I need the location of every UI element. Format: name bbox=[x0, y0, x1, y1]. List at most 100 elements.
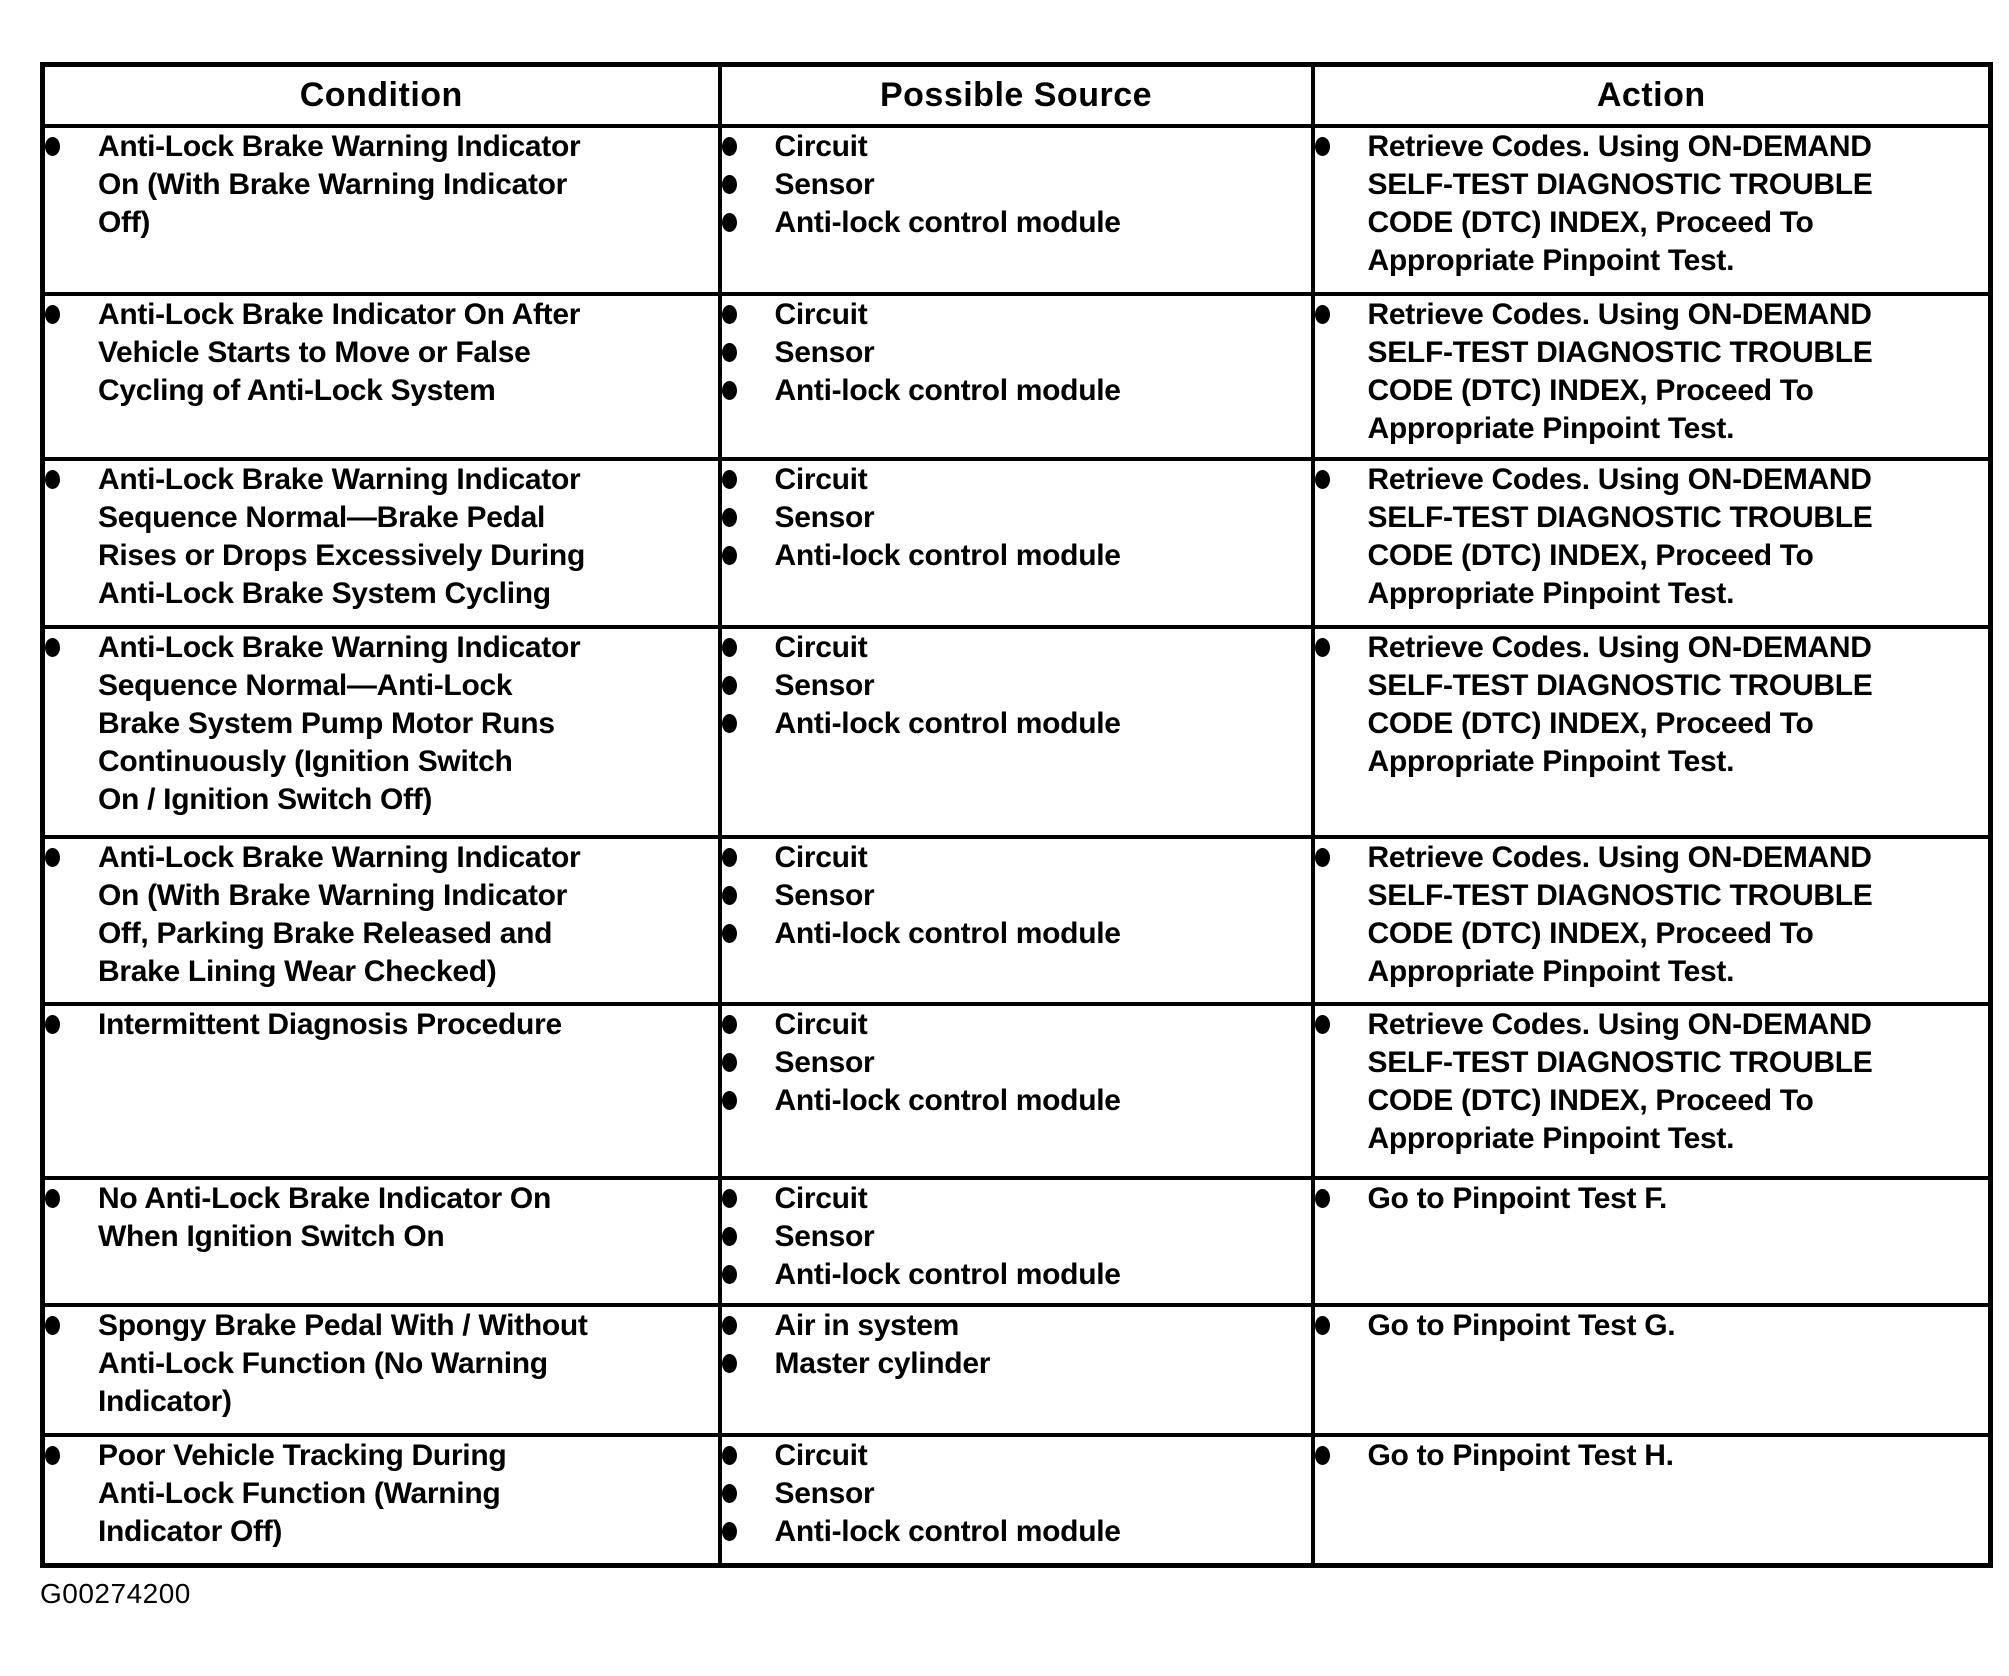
bullet-icon bbox=[721, 470, 737, 489]
condition-text: Intermittent Diagnosis Procedure bbox=[98, 1008, 562, 1041]
bullet-item: Retrieve Codes. Using ON-DEMAND SELF-TES… bbox=[1314, 128, 1989, 280]
bullet-item: Sensor bbox=[721, 1044, 1311, 1082]
sources-cell: Circuit Sensor Anti-lock control module bbox=[717, 292, 1315, 461]
condition-cell: Spongy Brake Pedal With / Without Anti-L… bbox=[40, 1303, 722, 1437]
bullet-item: Sensor bbox=[721, 1218, 1311, 1256]
bullet-item: Go to Pinpoint Test F. bbox=[1314, 1180, 1989, 1218]
source-text: Anti-lock control module bbox=[774, 1515, 1121, 1548]
bullet-icon bbox=[721, 1446, 737, 1465]
source-text: Circuit bbox=[774, 1182, 868, 1215]
bullet-icon bbox=[721, 1227, 737, 1246]
bullet-icon bbox=[1314, 848, 1330, 867]
bullet-item: Sensor bbox=[721, 166, 1311, 204]
bullet-item: Retrieve Codes. Using ON-DEMAND SELF-TES… bbox=[1314, 461, 1989, 613]
sources-cell: Circuit Sensor Anti-lock control module bbox=[717, 625, 1315, 839]
condition-text: Anti-Lock Brake Warning Indicator Sequen… bbox=[98, 463, 585, 610]
bullet-item: Air in system bbox=[721, 1307, 1311, 1345]
bullet-item: Anti-Lock Brake Warning Indicator On (Wi… bbox=[45, 839, 718, 991]
source-text: Circuit bbox=[774, 1439, 868, 1472]
condition-cell: Anti-Lock Brake Warning Indicator On (Wi… bbox=[40, 124, 722, 296]
bullet-icon bbox=[45, 638, 60, 657]
action-text: Retrieve Codes. Using ON-DEMAND SELF-TES… bbox=[1367, 298, 1873, 445]
bullet-icon bbox=[721, 381, 737, 400]
table-row: Spongy Brake Pedal With / Without Anti-L… bbox=[40, 1303, 1993, 1437]
bullet-item: Circuit bbox=[721, 1006, 1311, 1044]
bullet-item: Anti-lock control module bbox=[721, 372, 1311, 410]
action-text: Go to Pinpoint Test F. bbox=[1367, 1182, 1668, 1215]
column-header-condition: Condition bbox=[40, 62, 722, 128]
source-text: Air in system bbox=[774, 1309, 960, 1342]
bullet-icon bbox=[721, 1189, 737, 1208]
bullet-item: Go to Pinpoint Test G. bbox=[1314, 1307, 1989, 1345]
source-text: Anti-lock control module bbox=[774, 1084, 1121, 1117]
source-text: Sensor bbox=[774, 1220, 875, 1253]
source-text: Sensor bbox=[774, 1046, 875, 1079]
action-cell: Go to Pinpoint Test G. bbox=[1310, 1303, 1993, 1437]
bullet-icon bbox=[721, 213, 737, 232]
action-cell: Go to Pinpoint Test H. bbox=[1310, 1433, 1993, 1567]
sources-cell: Circuit Sensor Anti-lock control module bbox=[717, 835, 1315, 1006]
bullet-icon bbox=[45, 305, 60, 324]
bullet-icon bbox=[721, 546, 737, 565]
source-text: Circuit bbox=[774, 298, 868, 331]
bullet-icon bbox=[721, 886, 737, 905]
source-text: Sensor bbox=[774, 879, 875, 912]
bullet-item: Retrieve Codes. Using ON-DEMAND SELF-TES… bbox=[1314, 629, 1989, 781]
action-cell: Retrieve Codes. Using ON-DEMAND SELF-TES… bbox=[1310, 625, 1993, 839]
bullet-item: Anti-lock control module bbox=[721, 915, 1311, 953]
column-header-action: Action bbox=[1310, 62, 1993, 128]
bullet-item: Poor Vehicle Tracking During Anti-Lock F… bbox=[45, 1437, 718, 1551]
bullet-item: Sensor bbox=[721, 877, 1311, 915]
action-cell: Retrieve Codes. Using ON-DEMAND SELF-TES… bbox=[1310, 292, 1993, 461]
source-text: Anti-lock control module bbox=[774, 374, 1121, 407]
bullet-icon bbox=[45, 1446, 60, 1465]
bullet-icon bbox=[45, 1316, 60, 1335]
sources-cell: Circuit Sensor Anti-lock control module bbox=[717, 1002, 1315, 1180]
condition-cell: Anti-Lock Brake Warning Indicator Sequen… bbox=[40, 625, 722, 839]
source-text: Circuit bbox=[774, 130, 868, 163]
condition-cell: Intermittent Diagnosis Procedure bbox=[40, 1002, 722, 1180]
bullet-icon bbox=[721, 1091, 737, 1110]
sources-cell: Circuit Sensor Anti-lock control module bbox=[717, 1433, 1315, 1567]
bullet-icon bbox=[45, 137, 60, 156]
action-text: Go to Pinpoint Test H. bbox=[1367, 1439, 1674, 1472]
action-text: Retrieve Codes. Using ON-DEMAND SELF-TES… bbox=[1367, 130, 1873, 277]
source-text: Circuit bbox=[774, 631, 868, 664]
bullet-item: Anti-lock control module bbox=[721, 1082, 1311, 1120]
bullet-item: Spongy Brake Pedal With / Without Anti-L… bbox=[45, 1307, 718, 1421]
condition-text: Spongy Brake Pedal With / Without Anti-L… bbox=[98, 1309, 588, 1418]
bullet-icon bbox=[721, 305, 737, 324]
source-text: Sensor bbox=[774, 336, 875, 369]
bullet-icon bbox=[721, 1053, 737, 1072]
bullet-item: Circuit bbox=[721, 1180, 1311, 1218]
bullet-icon bbox=[721, 714, 737, 733]
bullet-item: Anti-Lock Brake Warning Indicator Sequen… bbox=[45, 461, 718, 613]
source-text: Sensor bbox=[774, 669, 875, 702]
source-text: Sensor bbox=[774, 501, 875, 534]
action-text: Retrieve Codes. Using ON-DEMAND SELF-TES… bbox=[1367, 841, 1873, 988]
source-text: Circuit bbox=[774, 841, 868, 874]
condition-text: Anti-Lock Brake Indicator On After Vehic… bbox=[98, 298, 581, 407]
table-row: Anti-Lock Brake Warning Indicator Sequen… bbox=[40, 457, 1993, 629]
bullet-item: Anti-Lock Brake Indicator On After Vehic… bbox=[45, 296, 718, 410]
bullet-icon bbox=[721, 1015, 737, 1034]
bullet-icon bbox=[721, 1354, 737, 1373]
bullet-icon bbox=[721, 638, 737, 657]
action-cell: Retrieve Codes. Using ON-DEMAND SELF-TES… bbox=[1310, 835, 1993, 1006]
table-row: Poor Vehicle Tracking During Anti-Lock F… bbox=[40, 1433, 1993, 1567]
sources-cell: Circuit Sensor Anti-lock control module bbox=[717, 1176, 1315, 1307]
source-text: Anti-lock control module bbox=[774, 707, 1121, 740]
table-row: No Anti-Lock Brake Indicator On When Ign… bbox=[40, 1176, 1993, 1307]
bullet-icon bbox=[721, 848, 737, 867]
bullet-icon bbox=[721, 508, 737, 527]
bullet-item: Sensor bbox=[721, 667, 1311, 705]
source-text: Anti-lock control module bbox=[774, 206, 1121, 239]
bullet-item: Anti-lock control module bbox=[721, 537, 1311, 575]
source-text: Master cylinder bbox=[774, 1347, 991, 1380]
sources-cell: Circuit Sensor Anti-lock control module bbox=[717, 124, 1315, 296]
diagnostic-table: Condition Possible Source Action Anti-Lo… bbox=[40, 62, 1993, 1568]
condition-text: Anti-Lock Brake Warning Indicator On (Wi… bbox=[98, 130, 581, 239]
bullet-icon bbox=[721, 137, 737, 156]
action-cell: Retrieve Codes. Using ON-DEMAND SELF-TES… bbox=[1310, 457, 1993, 629]
